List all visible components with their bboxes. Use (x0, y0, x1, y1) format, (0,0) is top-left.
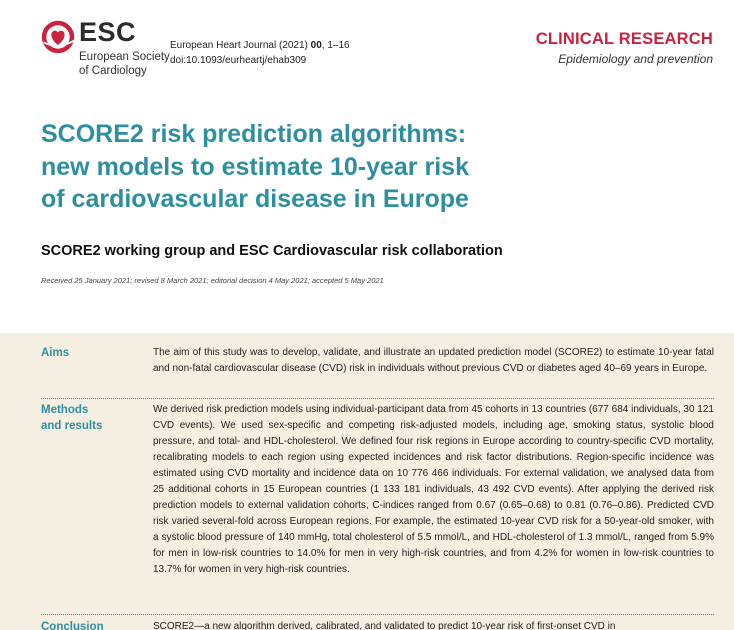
aims-label: Aims (41, 347, 70, 359)
abstract-divider (41, 398, 714, 399)
esc-heart-logo-icon (41, 20, 75, 54)
article-dates: Received 25 January 2021; revised 8 Marc… (41, 276, 384, 285)
journal-prefix: European Heart Journal (2021) (170, 40, 311, 51)
abstract-divider (41, 614, 714, 615)
logo-society-name: European Society of Cardiology (79, 51, 170, 79)
logo-abbreviation: ESC (79, 17, 137, 47)
title-line-3: of cardiovascular disease in Europe (41, 185, 469, 213)
conclusion-label: Conclusion (41, 621, 104, 630)
journal-citation: European Heart Journal (2021) 00, 1–16 d… (170, 38, 350, 68)
section-label: CLINICAL RESEARCH (535, 30, 713, 48)
journal-volume: 00 (310, 40, 322, 51)
methods-label: Methods and results (41, 404, 103, 432)
abstract-panel: Aims The aim of this study was to develo… (0, 333, 734, 630)
journal-pages: , 1–16 (321, 40, 350, 51)
methods-text: We derived risk prediction models using … (153, 404, 714, 575)
journal-doi: doi:10.1093/eurheartj/ehab309 (170, 55, 307, 66)
title-line-1: SCORE2 risk prediction algorithms: (41, 120, 467, 148)
title-line-2: new models to estimate 10-year risk (41, 152, 469, 181)
article-title: SCORE2 risk prediction algorithms: new m… (41, 118, 691, 216)
logo-name-line-1: European Society (79, 51, 170, 63)
logo-name-line-2: of Cardiology (79, 64, 147, 77)
article-authors: SCORE2 working group and ESC Cardiovascu… (41, 243, 503, 259)
conclusion-text: SCORE2—a new algorithm derived, calibrat… (153, 621, 616, 630)
journal-reference: European Heart Journal (2021) 00, 1–16 (170, 38, 350, 53)
subsection-label: Epidemiology and prevention (558, 52, 713, 66)
aims-text: The aim of this study was to develop, va… (153, 347, 714, 374)
